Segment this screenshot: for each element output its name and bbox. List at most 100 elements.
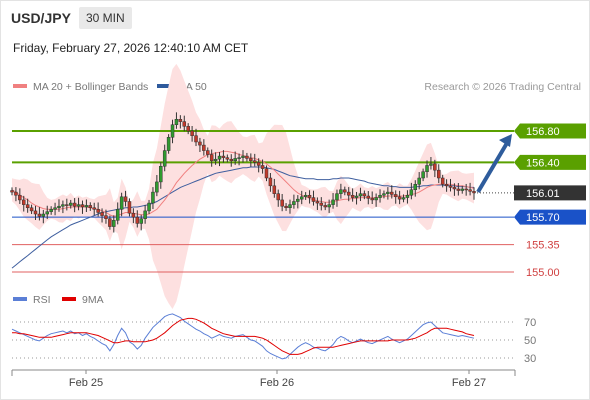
candle-body — [276, 193, 280, 201]
candle-body — [335, 193, 339, 201]
candle-body — [198, 141, 202, 146]
candle-body — [182, 121, 187, 127]
candle-body — [264, 168, 269, 179]
candle-body — [49, 209, 53, 212]
candle-body — [186, 126, 190, 132]
candle-body — [311, 197, 316, 202]
candle-body — [14, 191, 18, 196]
candle-body — [390, 191, 394, 195]
candle-body — [245, 155, 249, 159]
candle-body — [104, 215, 108, 219]
candle-body — [61, 204, 65, 207]
legend-swatch-1 — [157, 84, 171, 88]
candle-body — [303, 194, 308, 198]
candle-body — [378, 194, 382, 198]
candle-body — [115, 209, 120, 221]
candle-body — [343, 189, 347, 193]
chart-datetime: Friday, February 27, 2026 12:40:10 AM CE… — [13, 41, 249, 55]
x-tick-label-1: Feb 26 — [260, 377, 294, 389]
bollinger-band — [12, 63, 474, 310]
candle-body — [108, 218, 112, 227]
candle-body — [405, 194, 410, 198]
candle-body — [374, 197, 378, 201]
candles — [10, 112, 476, 233]
candle-body — [80, 204, 85, 208]
candle-body — [41, 213, 46, 217]
candle-body — [37, 213, 42, 217]
candle-body — [401, 197, 406, 200]
rsi-tick-1: 50 — [524, 335, 536, 347]
candle-body — [472, 191, 476, 194]
candle-body — [166, 137, 171, 151]
candle-body — [225, 157, 230, 160]
candle-body — [315, 201, 320, 204]
candle-body — [327, 204, 331, 208]
candle-body — [10, 190, 14, 193]
level-label-0: 156.80 — [526, 126, 560, 138]
candle-body — [382, 193, 386, 196]
candle-body — [162, 150, 167, 167]
forecast-arrow-head — [499, 134, 512, 147]
x-tick-label-0: Feb 25 — [69, 377, 103, 389]
candle-body — [284, 205, 288, 209]
candle-body — [397, 196, 402, 200]
symbol-label: USD/JPY — [11, 10, 71, 26]
candle-body — [155, 181, 159, 193]
level-tag-1 — [514, 154, 586, 170]
candle-body — [468, 189, 472, 192]
timeframe-button[interactable]: 30 MIN — [79, 7, 132, 29]
copyright-text: Research © 2026 Trading Central — [424, 81, 581, 93]
candle-body — [53, 207, 57, 210]
candle-body — [413, 184, 418, 190]
candle-body — [292, 201, 296, 205]
candle-body — [350, 194, 355, 198]
candle-body — [249, 158, 253, 162]
candle-body — [268, 177, 273, 187]
candle-body — [307, 194, 312, 198]
candle-body — [252, 160, 257, 163]
candle-body — [296, 198, 300, 202]
rsi-ma9-line — [12, 317, 475, 355]
legend-label-0: MA 20 + Bollinger Bands — [33, 81, 148, 93]
candle-body — [174, 119, 179, 125]
candle-body — [29, 207, 34, 212]
candle-body — [209, 154, 214, 162]
candle-body — [170, 124, 175, 138]
level-label-1: 156.40 — [526, 157, 560, 169]
candle-body — [18, 194, 22, 201]
candle-body — [256, 162, 261, 166]
candle-body — [178, 119, 183, 122]
candle-body — [45, 211, 49, 215]
forecast-arrow-shaft — [476, 141, 509, 194]
candle-body — [237, 157, 241, 159]
candle-body — [131, 213, 136, 218]
candle-body — [452, 187, 457, 190]
candle-body — [119, 196, 124, 210]
candle-body — [127, 201, 132, 214]
candle-body — [444, 184, 449, 187]
candle-body — [72, 202, 77, 207]
level-label-3: 155.70 — [526, 212, 560, 224]
level-tag-3 — [514, 209, 586, 225]
candle-body — [272, 185, 277, 194]
level-label-4: 155.35 — [526, 240, 560, 252]
rsi-line — [11, 313, 475, 360]
rsi-legend-swatch-1 — [62, 297, 76, 301]
candle-body — [260, 165, 265, 169]
candle-body — [323, 205, 327, 208]
candle-body — [354, 195, 359, 198]
candle-body — [151, 191, 155, 204]
rsi-tick-0: 70 — [524, 317, 536, 329]
candle-body — [299, 196, 304, 200]
candle-body — [84, 205, 89, 208]
candle-body — [135, 216, 140, 224]
candle-body — [229, 158, 234, 162]
chart-header: USD/JPY 30 MIN — [0, 0, 590, 36]
candle-body — [190, 130, 194, 136]
candle-body — [409, 189, 414, 196]
candle-body — [112, 220, 116, 227]
candle-body — [88, 205, 93, 209]
candle-body — [288, 204, 292, 209]
candle-body — [425, 165, 429, 172]
